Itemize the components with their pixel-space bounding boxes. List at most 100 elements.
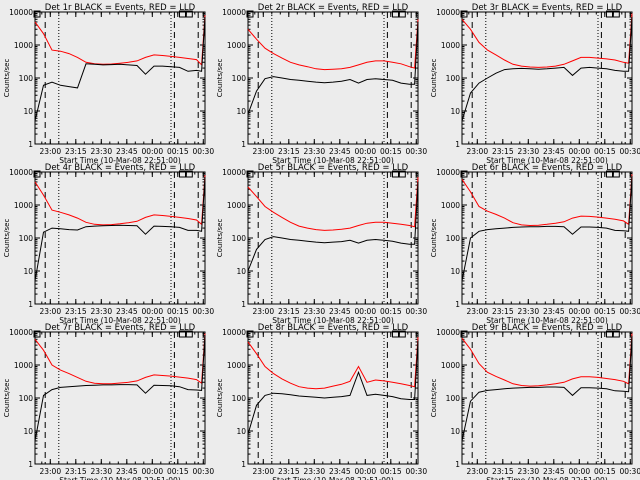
x-tick-label: 00:30 — [405, 147, 427, 156]
y-axis-label: Counts/sec — [216, 219, 224, 258]
series-line-lld — [461, 174, 633, 227]
y-tick-label: 1 — [28, 460, 33, 469]
x-tick-label: 23:15 — [65, 467, 87, 476]
y-tick-label: 10 — [450, 427, 460, 436]
x-tick-label: 00:15 — [380, 147, 402, 156]
y-tick-label: 10 — [236, 107, 246, 116]
x-tick-label: 00:00 — [141, 307, 163, 316]
panel-title: Det 5r BLACK = Events, RED = LLD — [258, 163, 409, 173]
series-line-events — [247, 21, 419, 115]
x-tick-label: 23:45 — [543, 147, 565, 156]
y-tick-label: 10 — [450, 107, 460, 116]
y-tick-label: 1000 — [227, 201, 246, 210]
y-tick-label: 1 — [241, 300, 246, 309]
x-tick-label: 00:15 — [167, 147, 189, 156]
x-tick-label: 00:30 — [619, 467, 640, 476]
x-tick-label: 23:15 — [278, 307, 300, 316]
x-tick-label: 23:30 — [517, 467, 539, 476]
corner-marker — [246, 170, 254, 178]
x-tick-label: 23:30 — [517, 307, 539, 316]
y-tick-label: 100 — [19, 394, 34, 403]
series-line-events — [34, 177, 206, 281]
series-line-lld — [461, 333, 633, 387]
y-tick-label: 10000 — [9, 328, 33, 337]
x-axis-label: Start Time (10-Mar-08 22:51:00) — [486, 316, 608, 325]
y-tick-label: 1000 — [227, 361, 246, 370]
x-tick-label: 23:45 — [329, 147, 351, 156]
y-tick-label: 1000 — [14, 41, 33, 50]
series-line-events — [461, 17, 633, 122]
y-tick-label: 10000 — [222, 168, 246, 177]
x-tick-label: 23:00 — [39, 307, 61, 316]
x-tick-label: 00:00 — [141, 147, 163, 156]
y-tick-label: 100 — [232, 74, 247, 83]
x-tick-label: 23:45 — [329, 307, 351, 316]
panel-title: Det 3r BLACK = Events, RED = LLD — [472, 3, 623, 13]
y-tick-label: 1 — [28, 140, 33, 149]
x-tick-label: 23:00 — [39, 147, 61, 156]
x-tick-label: 00:00 — [568, 147, 590, 156]
x-tick-label: 00:00 — [568, 467, 590, 476]
y-tick-label: 10 — [23, 427, 33, 436]
y-tick-label: 100 — [446, 394, 461, 403]
corner-marker — [606, 10, 613, 18]
corner-marker — [179, 170, 186, 178]
x-tick-label: 00:30 — [192, 307, 214, 316]
series-line-lld — [247, 177, 419, 231]
x-tick-label: 00:15 — [380, 467, 402, 476]
series-line-lld — [247, 337, 419, 390]
x-tick-label: 23:00 — [39, 467, 61, 476]
x-axis-label: Start Time (10-Mar-08 22:51:00) — [486, 156, 608, 165]
series-line-lld — [34, 15, 206, 67]
x-tick-label: 00:00 — [354, 307, 376, 316]
x-tick-label: 23:15 — [278, 147, 300, 156]
y-tick-label: 1 — [455, 460, 460, 469]
x-tick-label: 00:30 — [619, 307, 640, 316]
series-line-events — [34, 17, 206, 122]
corner-marker — [606, 330, 613, 338]
x-tick-label: 23:00 — [466, 147, 488, 156]
y-tick-label: 1000 — [14, 361, 33, 370]
corner-marker — [392, 170, 399, 178]
x-tick-label: 23:30 — [90, 307, 112, 316]
y-tick-label: 100 — [19, 74, 34, 83]
y-tick-label: 1000 — [14, 201, 33, 210]
corner-marker — [398, 330, 406, 338]
x-axis-label: Start Time (10-Mar-08 22:51:00) — [59, 316, 181, 325]
x-tick-label: 23:15 — [278, 467, 300, 476]
x-tick-label: 00:15 — [594, 147, 616, 156]
x-tick-label: 23:00 — [252, 467, 274, 476]
x-tick-label: 23:15 — [65, 307, 87, 316]
corner-marker — [398, 10, 406, 18]
series-line-lld — [34, 333, 206, 385]
corner-marker — [33, 170, 41, 178]
x-tick-label: 23:00 — [252, 147, 274, 156]
x-tick-label: 23:30 — [90, 147, 112, 156]
y-axis-label: Counts/sec — [3, 59, 11, 98]
series-line-events — [247, 181, 419, 272]
y-axis-label: Counts/sec — [216, 59, 224, 98]
panel-7: Det 7r BLACK = Events, RED = LLD 1 10 100 10… — [3, 323, 214, 480]
y-tick-label: 10000 — [436, 8, 460, 17]
panel-title: Det 2r BLACK = Events, RED = LLD — [258, 3, 409, 13]
x-tick-label: 23:00 — [466, 307, 488, 316]
panel-title: Det 9r BLACK = Events, RED = LLD — [472, 323, 623, 333]
x-tick-label: 23:00 — [252, 307, 274, 316]
x-axis-label: Start Time (10-Mar-08 22:51:00) — [272, 476, 394, 480]
x-tick-label: 23:00 — [466, 467, 488, 476]
x-tick-label: 00:30 — [405, 467, 427, 476]
x-tick-label: 23:30 — [303, 307, 325, 316]
y-tick-label: 1000 — [227, 41, 246, 50]
x-tick-label: 23:45 — [543, 307, 565, 316]
y-tick-label: 10000 — [436, 328, 460, 337]
x-tick-label: 00:30 — [619, 147, 640, 156]
x-tick-label: 23:45 — [329, 467, 351, 476]
series-line-events — [34, 335, 206, 441]
y-tick-label: 100 — [446, 234, 461, 243]
y-tick-label: 1 — [28, 300, 33, 309]
y-tick-label: 1000 — [441, 201, 460, 210]
x-tick-label: 23:45 — [116, 307, 138, 316]
y-tick-label: 1000 — [441, 41, 460, 50]
series-line-events — [461, 176, 633, 281]
